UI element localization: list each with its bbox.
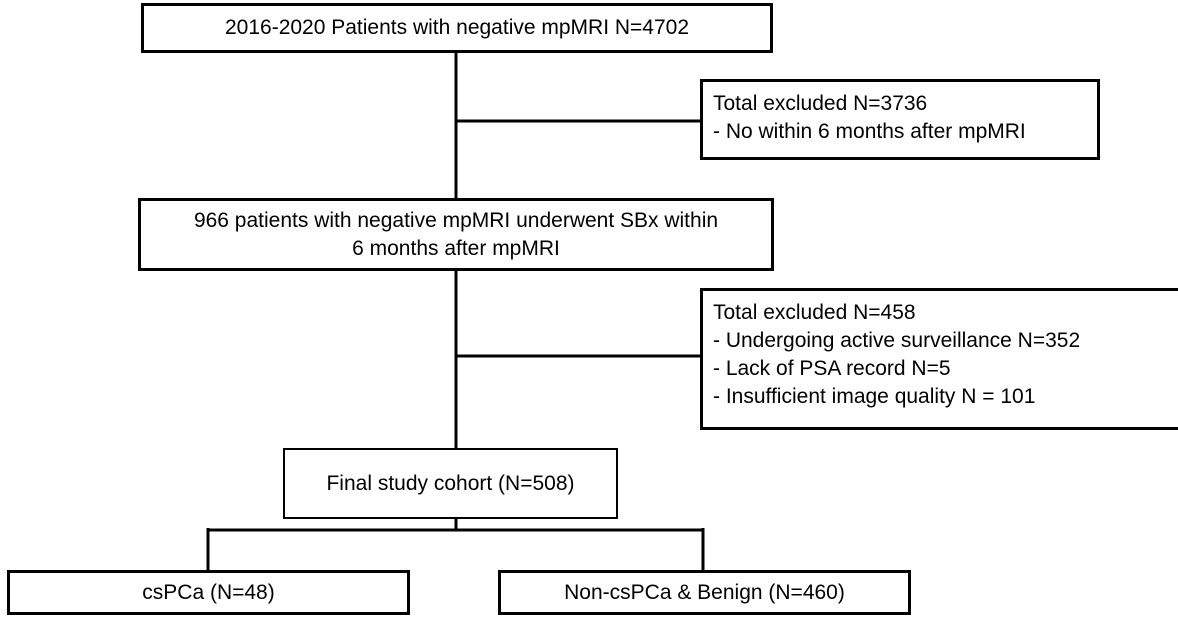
step2-text: 966 patients with negative mpMRI underwe… (194, 207, 718, 263)
step2-box: 966 patients with negative mpMRI underwe… (138, 198, 774, 271)
outcome-label-noncspca: Non-csPCa & Benign (N=460) (564, 580, 845, 604)
outcome-box-noncspca: Non-csPCa & Benign (N=460) (498, 570, 911, 615)
outcome-label-cspca: csPCa (N=48) (142, 580, 275, 604)
exclusion-1-title: Total excluded N=3736 (713, 92, 928, 115)
step2-line-2: 6 months after mpMRI (352, 236, 560, 260)
exclusion-box-2: Total excluded N=458 - Undergoing active… (700, 288, 1178, 430)
exclusion-box-1: Total excluded N=3736 - No within 6 mont… (700, 79, 1100, 160)
cohort-box-label: Final study cohort (N=508) (326, 471, 575, 495)
exclusion-2-item: - Insufficient image quality N = 101 (713, 385, 1036, 408)
exclusion-1-item: - No within 6 months after mpMRI (713, 120, 1026, 143)
exclusion-2-item: - Lack of PSA record N=5 (713, 357, 951, 380)
step2-line-1: 966 patients with negative mpMRI underwe… (193, 208, 719, 232)
cohort-box: Final study cohort (N=508) (283, 448, 618, 519)
exclusion-2-item: - Undergoing active surveillance N=352 (713, 329, 1081, 352)
outcome-box-cspca: csPCa (N=48) (7, 570, 410, 615)
start-box: 2016-2020 Patients with negative mpMRI N… (141, 3, 773, 53)
start-box-label: 2016-2020 Patients with negative mpMRI N… (224, 16, 690, 39)
exclusion-2-title: Total excluded N=458 (713, 301, 916, 324)
